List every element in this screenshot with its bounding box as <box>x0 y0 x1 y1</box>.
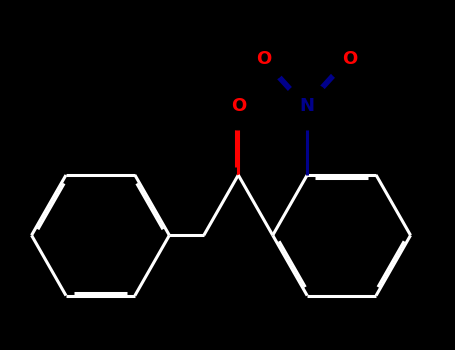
Circle shape <box>327 35 374 82</box>
Text: O: O <box>231 97 246 115</box>
Circle shape <box>240 35 288 82</box>
Text: O: O <box>343 50 358 68</box>
Circle shape <box>215 82 262 130</box>
Text: O: O <box>257 50 272 68</box>
Circle shape <box>283 82 331 130</box>
Text: N: N <box>300 97 315 115</box>
